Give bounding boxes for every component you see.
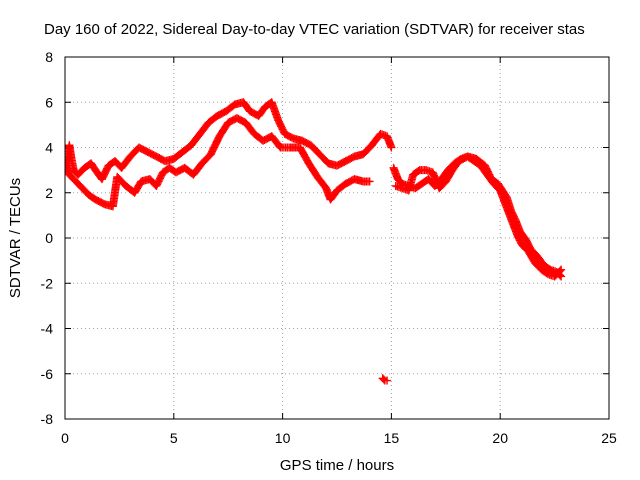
chart-title: Day 160 of 2022, Sidereal Day-to-day VTE… <box>44 21 585 38</box>
x-tick-label: 20 <box>492 430 508 446</box>
y-tick-label: 6 <box>45 94 53 110</box>
x-tick-label: 0 <box>61 430 69 446</box>
y-tick-label: -6 <box>41 366 54 382</box>
y-tick-label: 4 <box>45 140 53 156</box>
x-tick-label: 15 <box>384 430 400 446</box>
data-point <box>365 177 374 186</box>
x-axis-label: GPS time / hours <box>280 457 394 474</box>
y-tick-label: -8 <box>41 411 54 427</box>
data-point <box>557 272 566 281</box>
y-tick-label: -4 <box>41 321 54 337</box>
data-points <box>65 98 566 385</box>
y-tick-label: 8 <box>45 49 53 65</box>
data-point <box>383 376 392 385</box>
data-point <box>65 159 69 168</box>
x-tick-label: 5 <box>170 430 178 446</box>
plot-frame <box>64 56 610 420</box>
data-point <box>556 271 565 280</box>
x-tick-label: 25 <box>601 430 617 446</box>
x-tick-labels: 0 5 10 15 20 25 <box>61 430 617 446</box>
y-tick-label: 0 <box>45 230 53 246</box>
y-tick-label: -2 <box>41 275 54 291</box>
y-axis-label: SDTVAR / TECUs <box>7 178 24 298</box>
y-tick-label: 2 <box>45 185 53 201</box>
data-point <box>387 143 396 152</box>
y-tick-labels: -8 -6 -4 -2 0 2 4 6 8 <box>41 49 54 427</box>
x-tick-label: 10 <box>275 430 291 446</box>
